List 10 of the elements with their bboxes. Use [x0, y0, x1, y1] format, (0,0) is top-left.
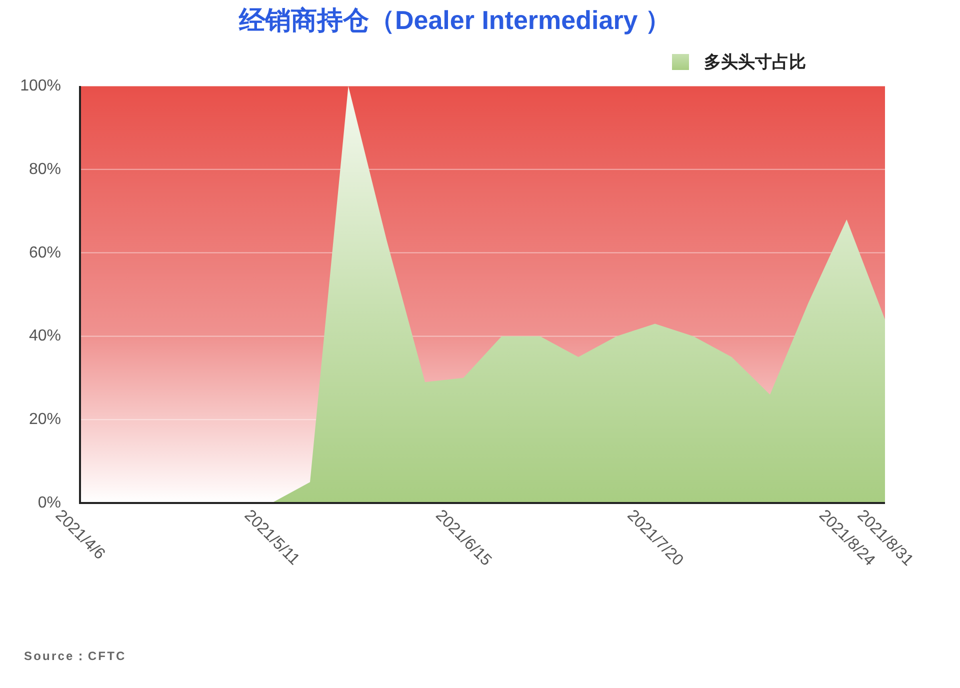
source-note: Source：CFTC [24, 649, 126, 663]
legend-label: 多头头寸占比 [704, 52, 806, 72]
y-tick-label: 80% [28, 160, 61, 178]
y-tick-label: 0% [38, 494, 61, 512]
y-tick-label: 40% [28, 328, 61, 345]
y-tick-label: 60% [28, 244, 61, 262]
chart-title: 经销商持仓（Dealer Intermediary ） [238, 5, 672, 35]
legend: 多头头寸占比 [672, 52, 806, 72]
y-tick-label: 20% [28, 411, 61, 428]
y-tick-label: 100% [20, 78, 61, 94]
